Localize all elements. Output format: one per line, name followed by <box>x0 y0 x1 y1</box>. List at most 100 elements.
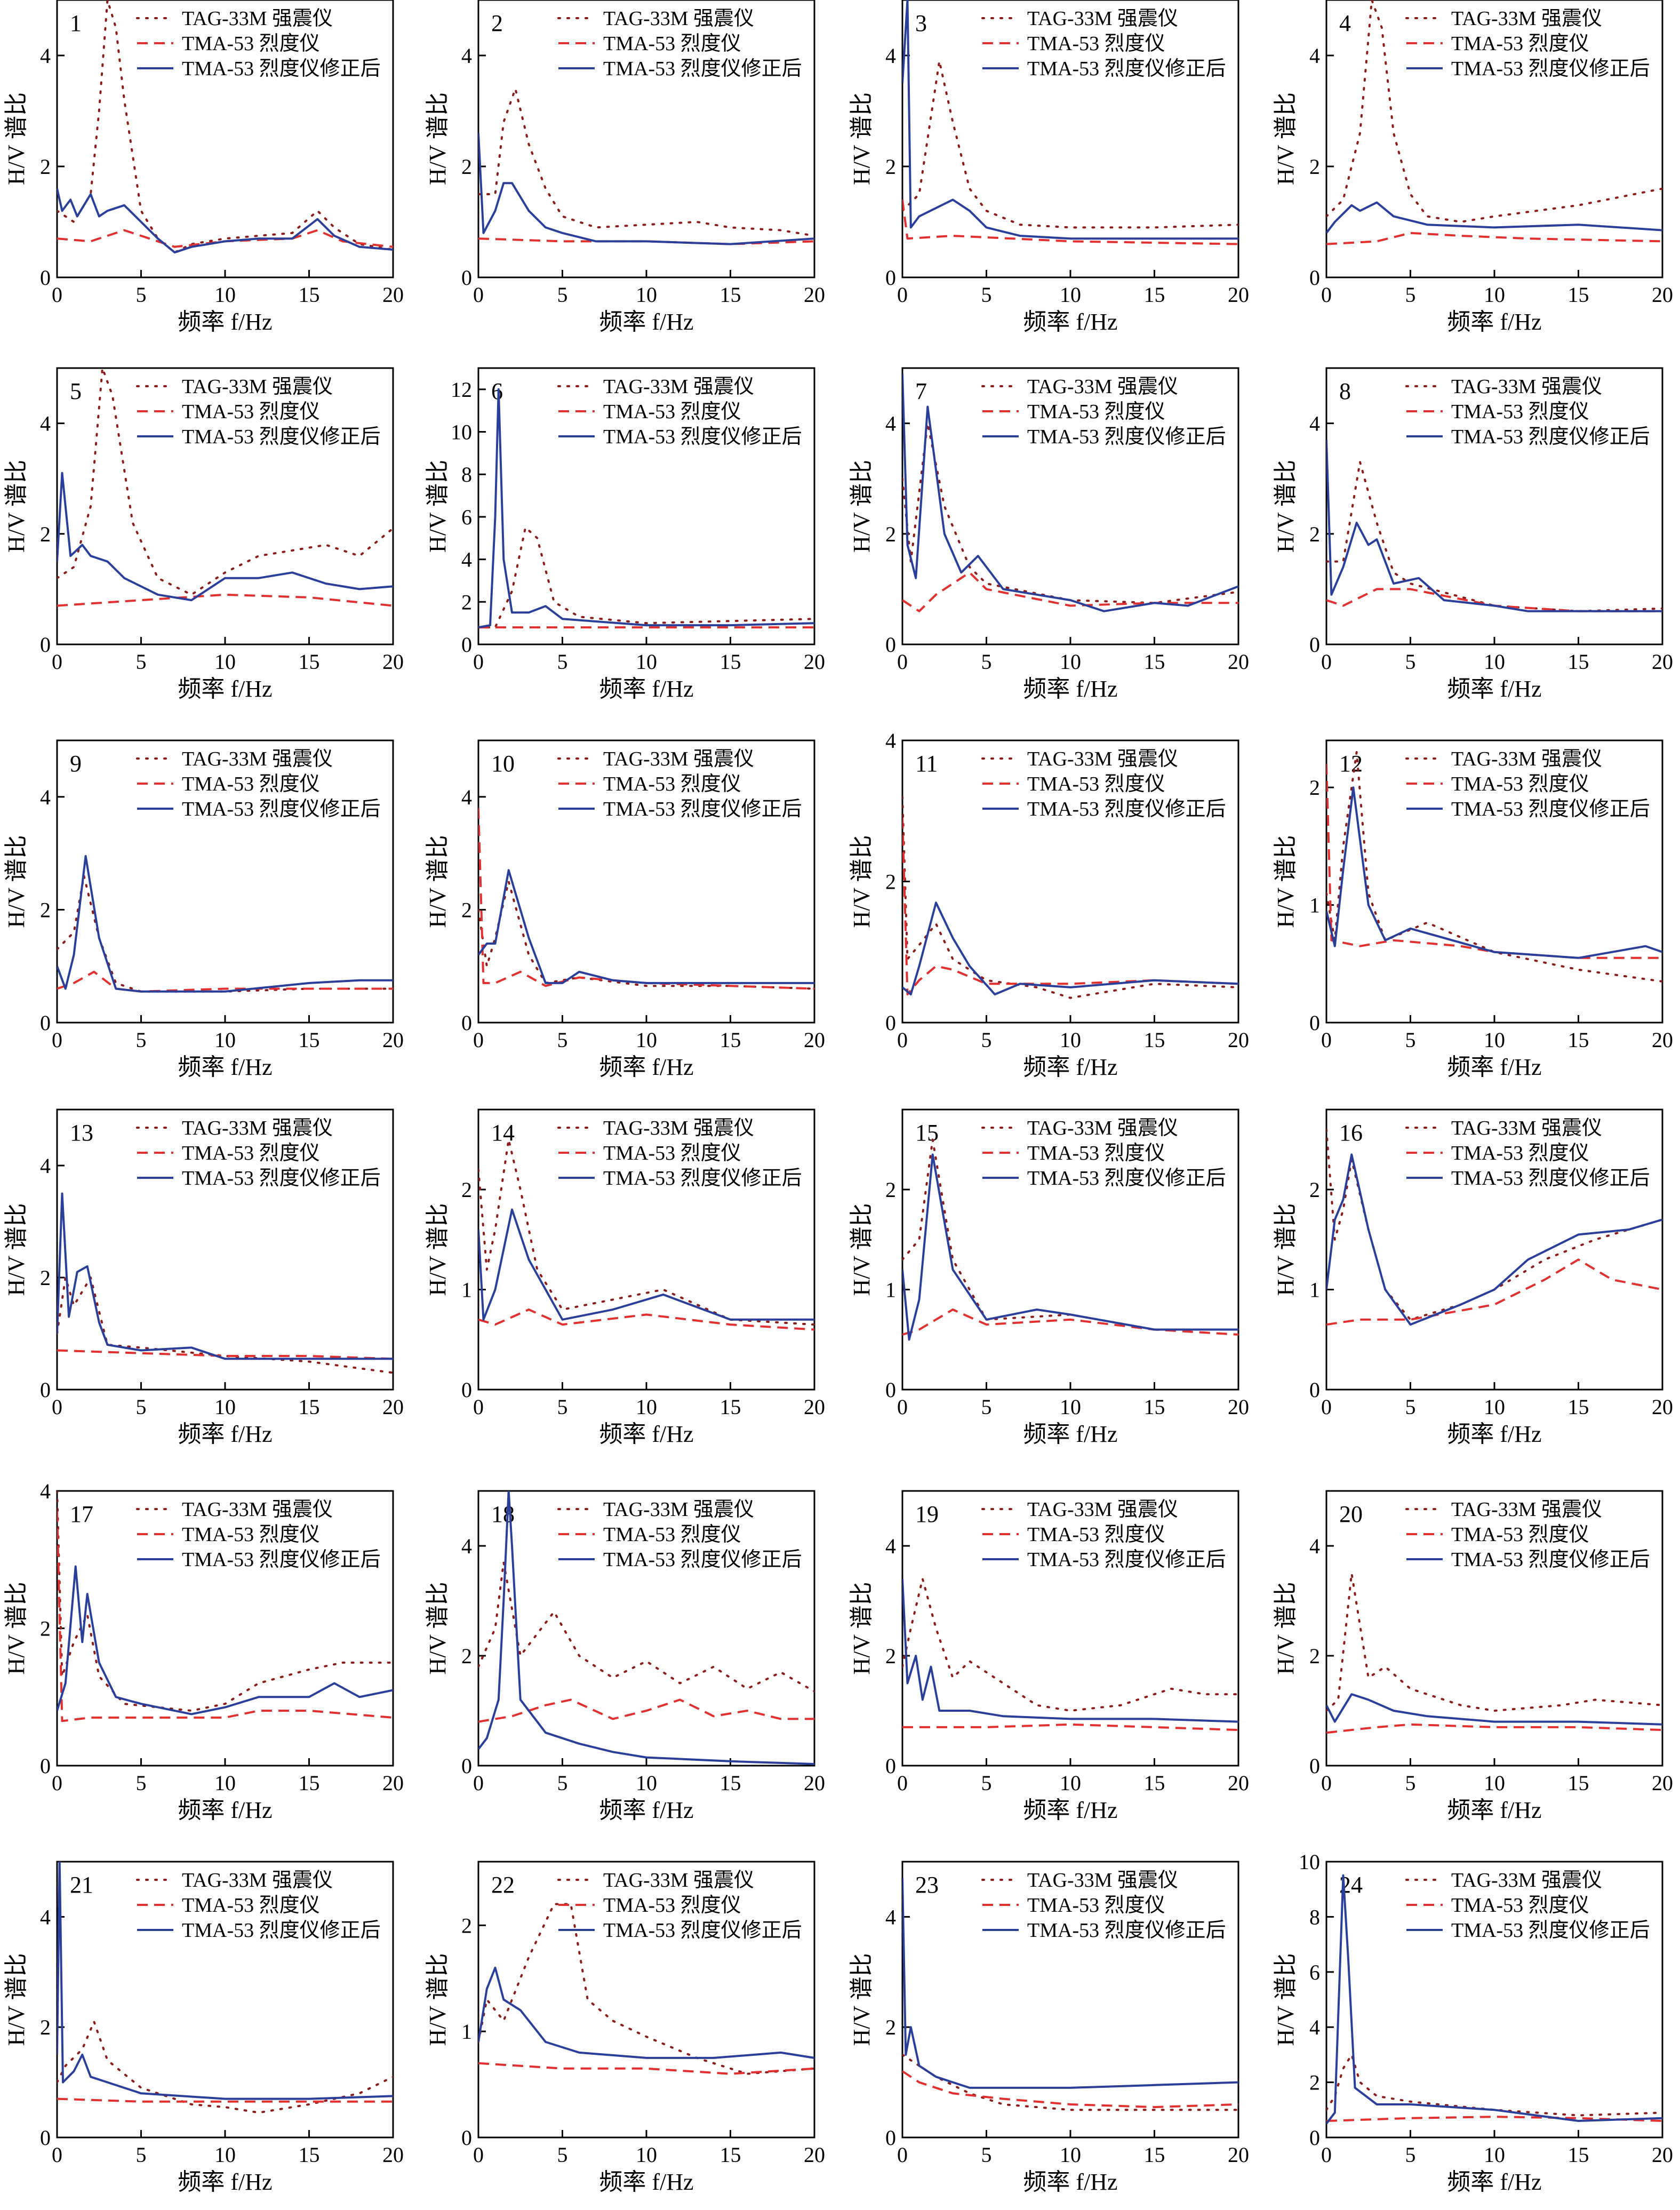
legend-label-tag: TAG-33M 强震仪 <box>603 1869 754 1892</box>
series-line-tag <box>478 1138 814 1326</box>
legend-label-tag: TAG-33M 强震仪 <box>1451 748 1602 770</box>
y-tick-label: 0 <box>1309 1754 1320 1778</box>
x-tick-label: 10 <box>1060 650 1081 674</box>
legend-label-tma: TMA-53 烈度仪 <box>603 1894 741 1917</box>
y-tick-label: 1 <box>1309 1278 1320 1302</box>
legend-label-tma: TMA-53 烈度仪 <box>603 1523 741 1546</box>
y-tick-label: 4 <box>885 1534 896 1558</box>
x-axis-label: 频率 f/Hz <box>1447 1797 1541 1823</box>
x-axis-label: 频率 f/Hz <box>1447 676 1541 702</box>
legend-label-tag: TAG-33M 强震仪 <box>603 7 754 30</box>
series-group <box>1326 0 1662 245</box>
series-line-tma <box>57 593 393 607</box>
x-tick-label: 15 <box>299 1028 320 1052</box>
y-tick-label: 0 <box>40 633 51 657</box>
y-tick-label: 4 <box>1309 44 1320 68</box>
x-tick-label: 0 <box>473 650 484 674</box>
x-tick-label: 15 <box>720 1771 741 1795</box>
legend-label-tma: TMA-53 烈度仪 <box>1027 401 1165 423</box>
y-tick-label: 4 <box>40 1154 51 1178</box>
series-group <box>478 1491 814 1765</box>
y-tick-label: 0 <box>885 266 896 290</box>
y-tick-label: 0 <box>461 1378 472 1402</box>
y-tick-label: 2 <box>40 1266 51 1290</box>
x-tick-label: 15 <box>299 1395 320 1419</box>
series-line-corr <box>1326 201 1662 234</box>
x-axis-label: 频率 f/Hz <box>599 676 693 702</box>
y-tick-label: 4 <box>885 729 896 753</box>
y-tick-label: 2 <box>1309 1644 1320 1668</box>
y-tick-label: 2 <box>885 155 896 179</box>
y-tick-label: 2 <box>461 155 472 179</box>
series-line-tma <box>902 2070 1238 2109</box>
x-axis-label: 频率 f/Hz <box>599 1797 693 1823</box>
x-tick-label: 10 <box>636 1028 657 1052</box>
x-tick-label: 5 <box>981 1395 992 1419</box>
y-tick-label: 2 <box>1309 155 1320 179</box>
y-axis-label: H/V 谱比 <box>1273 1953 1299 2046</box>
x-tick-label: 20 <box>382 1395 404 1419</box>
x-tick-label: 15 <box>299 2143 320 2167</box>
x-tick-label: 15 <box>1144 2143 1165 2167</box>
legend-label-tag: TAG-33M 强震仪 <box>603 1498 754 1521</box>
y-tick-label: 0 <box>40 1378 51 1402</box>
legend-label-tag: TAG-33M 强震仪 <box>603 376 754 398</box>
y-tick-label: 4 <box>40 1479 51 1503</box>
x-tick-label: 5 <box>1405 1028 1416 1052</box>
y-tick-label: 6 <box>1309 1960 1320 1984</box>
panel-number: 7 <box>915 378 927 404</box>
x-tick-label: 10 <box>1060 283 1081 307</box>
x-tick-label: 20 <box>382 1028 404 1052</box>
x-axis-label: 频率 f/Hz <box>1023 676 1117 702</box>
x-tick-label: 15 <box>720 2143 741 2167</box>
panel-number: 11 <box>915 751 938 777</box>
x-tick-label: 20 <box>1652 2143 1673 2167</box>
series-line-tag <box>1326 751 1662 983</box>
y-tick-label: 0 <box>885 2126 896 2150</box>
panel-5: 0 5 10 15 20 0 2 4 频率 f/Hz H/V 谱比 5 TAG-33M 强震仪 TMA-… <box>3 367 404 702</box>
x-tick-label: 20 <box>382 1771 404 1795</box>
x-tick-label: 15 <box>299 1771 320 1795</box>
y-tick-label: 1 <box>461 1278 472 1302</box>
series-group <box>902 1878 1238 2111</box>
x-tick-label: 20 <box>804 2143 825 2167</box>
x-tick-label: 20 <box>382 2143 404 2167</box>
series-line-tag <box>478 1903 814 2075</box>
panel-4: 0 5 10 15 20 0 2 4 频率 f/Hz H/V 谱比 4 TAG-33M 强震仪 TMA-… <box>1273 0 1673 335</box>
legend-label-tma: TMA-53 烈度仪 <box>1451 1894 1589 1917</box>
y-axis-label: H/V 谱比 <box>1273 835 1299 928</box>
series-line-tag <box>902 1577 1238 1712</box>
y-tick-label: 4 <box>1309 412 1320 436</box>
series-line-corr <box>478 869 814 984</box>
series-line-tma <box>478 1309 814 1331</box>
x-tick-label: 20 <box>804 283 825 307</box>
y-axis-label: H/V 谱比 <box>849 835 875 928</box>
legend-label-tag: TAG-33M 强震仪 <box>1027 376 1178 398</box>
series-group <box>478 808 814 990</box>
y-tick-label: 0 <box>1309 2126 1320 2150</box>
legend-label-corr: TMA-53 烈度仪修正后 <box>603 1919 802 1942</box>
legend-label-corr: TMA-53 烈度仪修正后 <box>1027 58 1226 80</box>
x-tick-label: 15 <box>1144 1395 1165 1419</box>
series-line-tma <box>1326 1723 1662 1734</box>
y-tick-label: 4 <box>40 785 51 809</box>
series-line-corr <box>902 1153 1238 1341</box>
y-tick-label: 2 <box>40 898 51 922</box>
x-tick-label: 15 <box>1568 1395 1589 1419</box>
y-tick-label: 0 <box>885 1754 896 1778</box>
series-line-corr <box>1326 1874 1662 2125</box>
x-axis-label: 频率 f/Hz <box>178 1421 272 1447</box>
series-group <box>57 368 393 607</box>
x-tick-label: 20 <box>1652 283 1673 307</box>
x-tick-label: 0 <box>897 283 908 307</box>
x-tick-label: 10 <box>214 650 236 674</box>
x-tick-label: 5 <box>557 2143 568 2167</box>
